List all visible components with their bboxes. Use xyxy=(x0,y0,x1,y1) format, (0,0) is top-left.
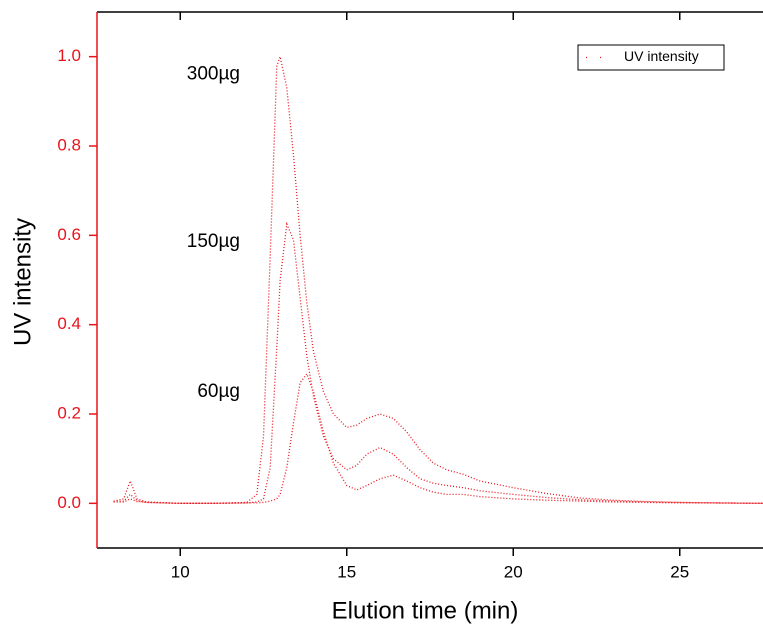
y-tick-label: 0.8 xyxy=(57,135,81,154)
x-axis-title: Elution time (min) xyxy=(332,597,519,624)
series-line xyxy=(113,221,763,504)
x-tick-label: 20 xyxy=(504,562,523,581)
x-tick-label: 10 xyxy=(171,562,190,581)
series-line xyxy=(113,54,763,504)
series-label: 60µg xyxy=(197,381,240,402)
series-label: 150µg xyxy=(187,231,240,252)
y-tick-label: 1.0 xyxy=(57,46,81,65)
series-label: 300µg xyxy=(187,64,240,85)
legend-box xyxy=(577,44,725,71)
y-tick-label: 0.4 xyxy=(57,314,81,333)
legend-label: UV intensity xyxy=(624,48,699,64)
x-tick-label: 25 xyxy=(670,562,689,581)
y-tick-label: 0.0 xyxy=(57,493,81,512)
y-tick-label: 0.6 xyxy=(57,225,81,244)
y-axis-title: UV intensity xyxy=(9,218,36,346)
y-tick-label: 0.2 xyxy=(57,403,81,422)
x-tick-label: 15 xyxy=(337,562,356,581)
